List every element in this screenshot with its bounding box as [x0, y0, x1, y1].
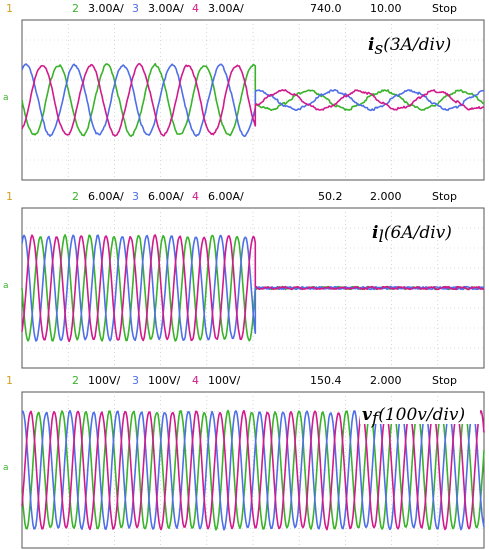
ch3-scale: 100V/	[148, 374, 181, 387]
traces	[21, 409, 485, 531]
ch4-scale: 6.00A/	[208, 190, 244, 203]
ch3-scale: 6.00A/	[148, 190, 184, 203]
ch2-number: 2	[72, 374, 79, 387]
acq-state: Stop	[432, 374, 458, 387]
ch4-scale: 100V/	[208, 374, 241, 387]
ground-marker: a	[3, 281, 9, 291]
timebase: 2.000	[370, 190, 402, 203]
quantity-scale: (100v/div)	[378, 405, 465, 425]
quantity-subscript: f	[370, 409, 381, 429]
ch2-scale: 3.00A/	[88, 2, 124, 15]
quantity-label-bg	[360, 402, 480, 424]
ch4-number: 4	[192, 2, 199, 15]
scope-panel-vf: 1 2 100V/ 3 100V/ 4 100V/ 150.4 2.000 St…	[0, 372, 489, 550]
timebase: 2.000	[370, 374, 402, 387]
plot-area: a vf(100v/div)	[3, 391, 485, 549]
ground-marker: a	[3, 93, 9, 103]
scope-panel-is: 1 2 3.00A/ 3 3.00A/ 4 3.00A/ 740.0 10.00…	[0, 0, 489, 182]
series-trace-ch4	[21, 234, 485, 343]
ch3-number: 3	[132, 374, 139, 387]
series-trace-ch4	[21, 62, 484, 137]
ch3-number: 3	[132, 2, 139, 15]
quantity-scale: (6A/div)	[384, 223, 452, 243]
scope-header: 1 2 3.00A/ 3 3.00A/ 4 3.00A/ 740.0 10.00…	[0, 0, 489, 18]
series-trace-ch4	[21, 409, 485, 531]
trigger-position: 740.0	[310, 2, 342, 15]
ch2-number: 2	[72, 2, 79, 15]
acq-state: Stop	[432, 2, 458, 15]
ch1-label: 1	[6, 2, 13, 15]
scope-panel-il: 1 2 6.00A/ 3 6.00A/ 4 6.00A/ 50.2 2.000 …	[0, 188, 489, 370]
trigger-position: 150.4	[310, 374, 342, 387]
series-trace-ch3	[21, 63, 485, 138]
plot-area: a il(6A/div)	[3, 207, 485, 369]
quantity-symbol: i	[368, 35, 374, 55]
ch3-scale: 3.00A/	[148, 2, 184, 15]
quantity-scale: (3A/div)	[383, 35, 451, 55]
quantity-subscript: l	[378, 227, 383, 247]
ch2-scale: 6.00A/	[88, 190, 124, 203]
series-trace-ch3	[21, 234, 485, 342]
ch4-scale: 3.00A/	[208, 2, 244, 15]
trigger-position: 50.2	[318, 190, 343, 203]
ch2-number: 2	[72, 190, 79, 203]
scope-header: 1 2 6.00A/ 3 6.00A/ 4 6.00A/ 50.2 2.000 …	[0, 188, 489, 206]
quantity-label: vf(100v/div)	[362, 405, 465, 429]
grid	[21, 19, 485, 181]
ch2-scale: 100V/	[88, 374, 121, 387]
ch1-label: 1	[6, 374, 13, 387]
ch1-label: 1	[6, 190, 13, 203]
ch4-number: 4	[192, 190, 199, 203]
quantity-symbol: v	[362, 405, 373, 425]
traces	[21, 62, 485, 138]
plot-area: a is(3A/div)	[3, 19, 485, 181]
timebase: 10.00	[370, 2, 402, 15]
acq-state: Stop	[432, 190, 458, 203]
series-trace-ch3	[21, 409, 485, 531]
ground-marker: a	[3, 463, 9, 473]
series-trace-ch2	[21, 409, 485, 531]
quantity-symbol: i	[372, 223, 378, 243]
traces	[21, 234, 485, 343]
scope-header: 1 2 100V/ 3 100V/ 4 100V/ 150.4 2.000 St…	[0, 372, 489, 390]
ch4-number: 4	[192, 374, 199, 387]
quantity-label: il(6A/div)	[372, 223, 452, 247]
quantity-label: is(3A/div)	[368, 35, 451, 59]
quantity-subscript: s	[374, 39, 383, 59]
ch3-number: 3	[132, 190, 139, 203]
